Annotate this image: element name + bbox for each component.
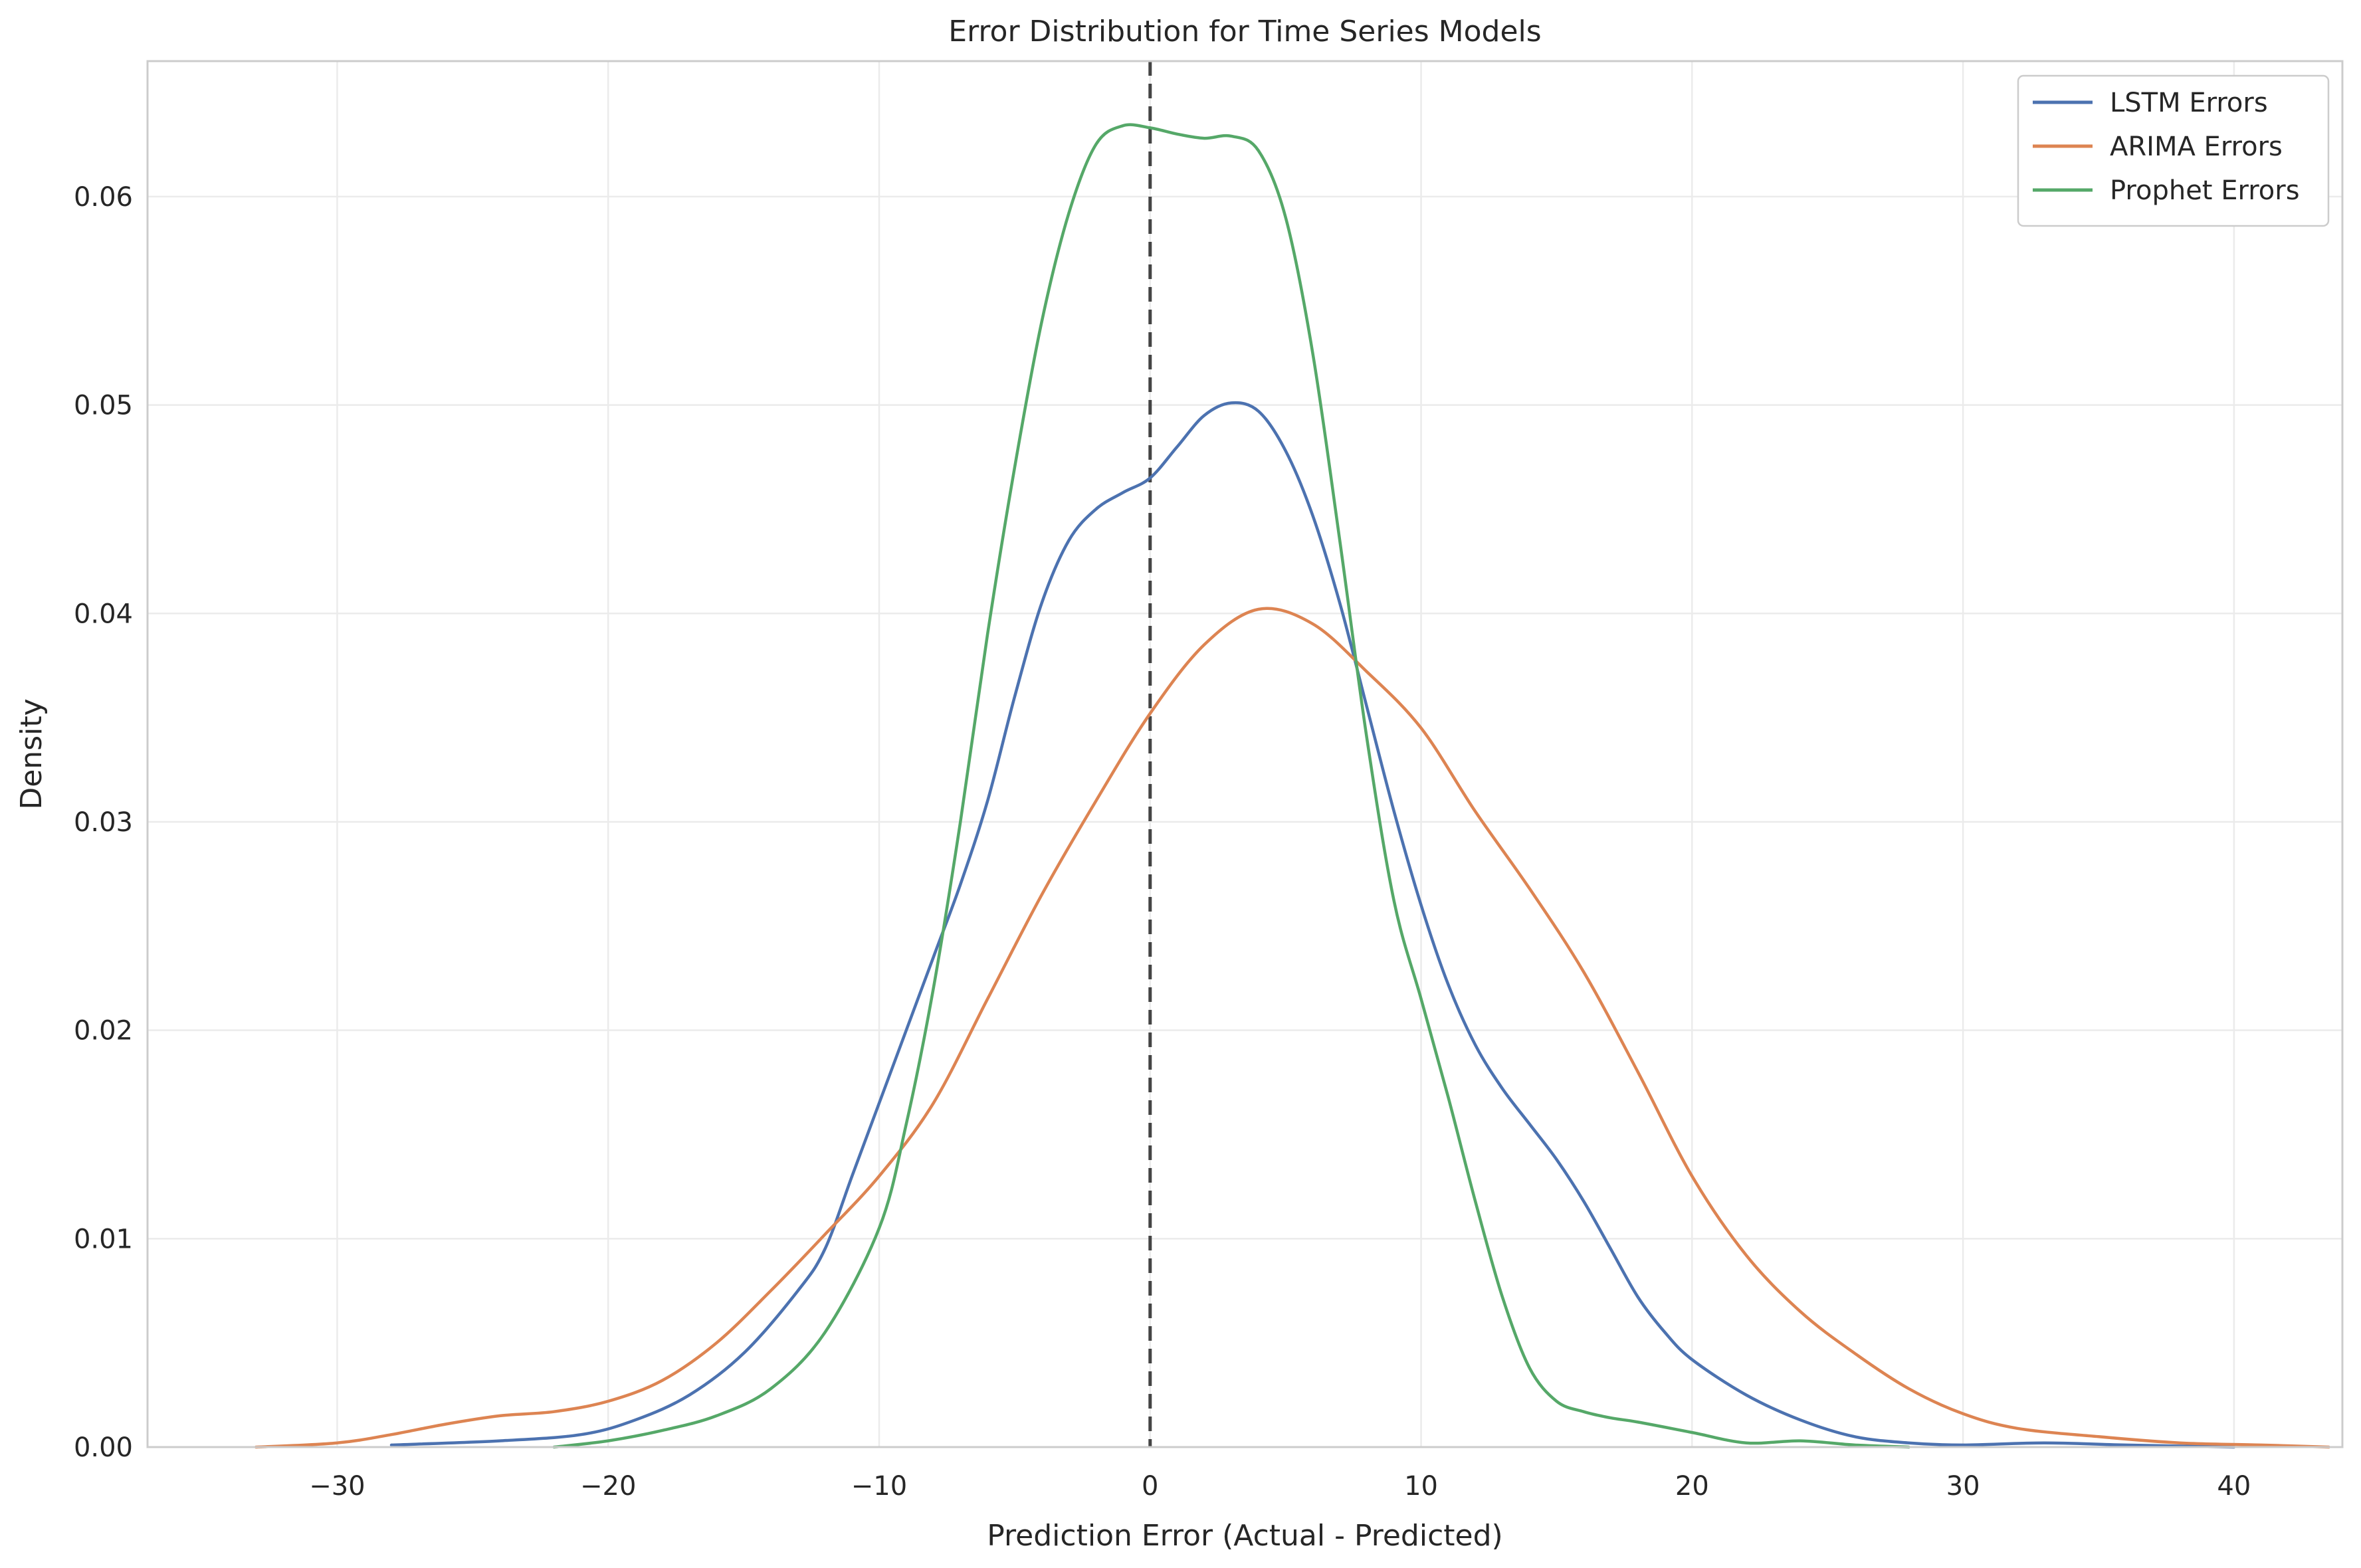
tick-label-layer: −30 −20 −10 0 10 20 30 40 0.00 0.01 0.02 0.03 0.04 0.…	[74, 182, 2251, 1502]
y-tick-label: 0.06	[74, 182, 133, 213]
legend-box	[2017, 74, 2330, 227]
legend-label: ARIMA Errors	[2110, 132, 2283, 162]
arima-errors-line	[254, 607, 2330, 1449]
prophet-errors-line	[552, 123, 1910, 1449]
y-tick-label: 0.04	[74, 599, 133, 629]
x-tick-label: 0	[1142, 1471, 1158, 1502]
x-tick-label: −30	[309, 1471, 365, 1502]
x-tick-label: 30	[1946, 1471, 1980, 1502]
legend-item: LSTM Errors	[2033, 88, 2268, 118]
plot-frame	[146, 60, 2344, 1448]
x-tick-label: −10	[851, 1471, 907, 1502]
legend-item: ARIMA Errors	[2033, 132, 2283, 162]
y-tick-label: 0.00	[74, 1432, 133, 1463]
chart-legend: LSTM Errors ARIMA Errors Prophet Errors	[2017, 74, 2330, 227]
y-tick-label: 0.05	[74, 391, 133, 421]
lstm-errors-line	[389, 401, 2236, 1449]
chart-title: Error Distribution for Time Series Model…	[948, 15, 1541, 49]
x-tick-label: −20	[580, 1471, 636, 1502]
x-tick-label: 10	[1404, 1471, 1438, 1502]
x-axis-label: Prediction Error (Actual - Predicted)	[987, 1519, 1502, 1553]
legend-label: LSTM Errors	[2110, 88, 2268, 118]
y-tick-label: 0.03	[74, 807, 133, 838]
series-layer	[254, 123, 2330, 1449]
x-tick-label: 20	[1675, 1471, 1709, 1502]
x-tick-label: 40	[2217, 1471, 2251, 1502]
y-tick-label: 0.02	[74, 1016, 133, 1046]
y-axis-label: Density	[15, 698, 49, 809]
y-tick-label: 0.01	[74, 1224, 133, 1254]
legend-item: Prophet Errors	[2033, 175, 2300, 206]
legend-label: Prophet Errors	[2110, 175, 2300, 206]
